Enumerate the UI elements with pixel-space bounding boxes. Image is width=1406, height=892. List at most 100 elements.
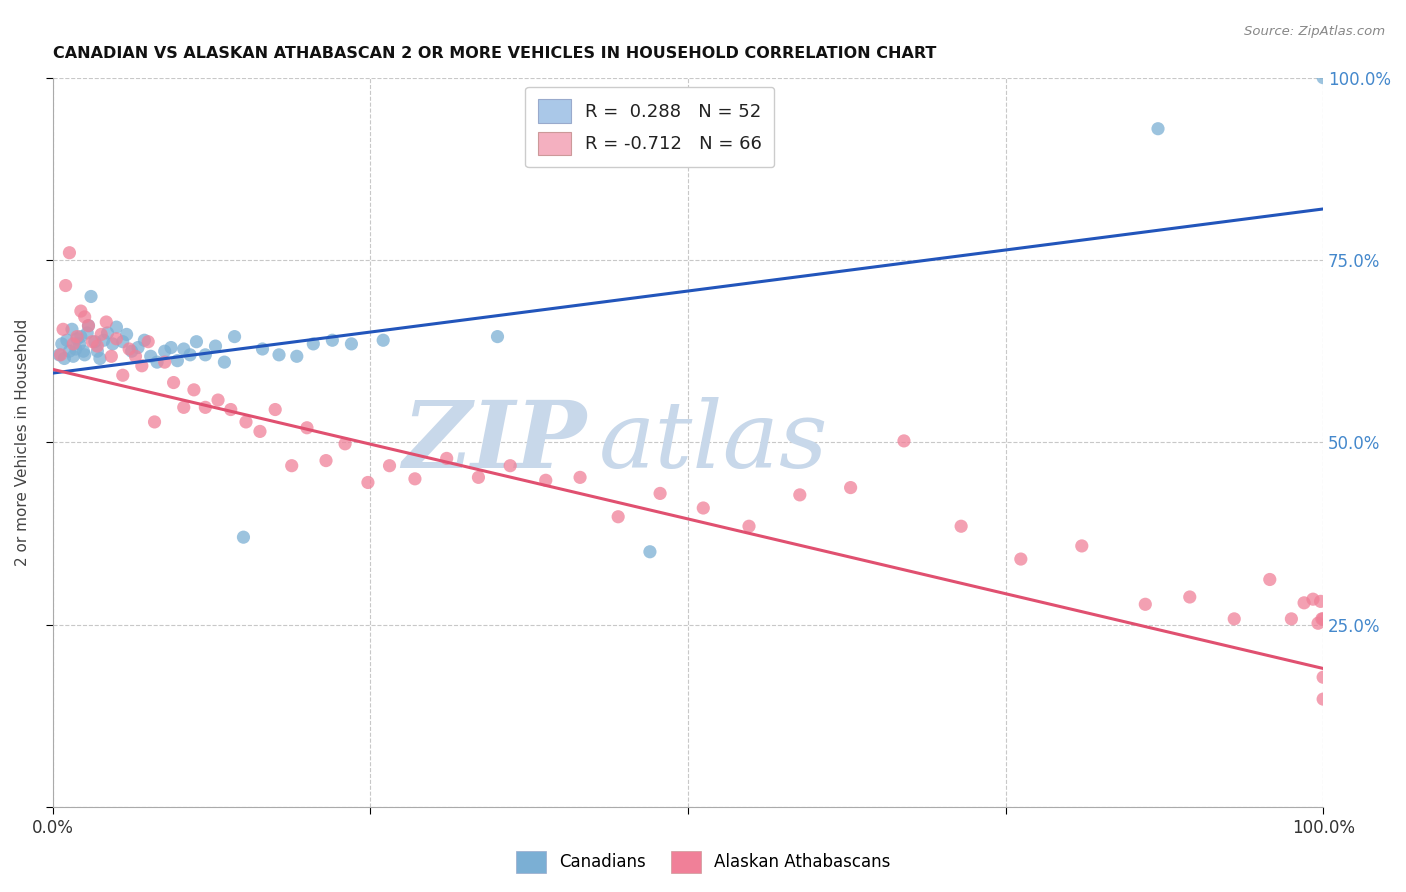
Point: [93, 333, 115, 347]
Point: [692, 501, 714, 516]
Point: [96, 315, 118, 329]
Point: [183, 383, 205, 397]
Point: [66, 332, 89, 346]
Point: [58, 344, 80, 359]
Point: [53, 351, 76, 366]
Point: [280, 458, 302, 473]
Point: [105, 332, 128, 346]
Point: [1312, 670, 1334, 684]
Point: [186, 334, 208, 349]
Point: [143, 415, 166, 429]
Point: [51, 337, 73, 351]
Point: [73, 310, 96, 324]
Point: [224, 329, 246, 343]
Point: [378, 458, 401, 473]
Point: [90, 327, 112, 342]
Point: [321, 333, 343, 347]
Point: [96, 326, 118, 340]
Point: [207, 392, 229, 407]
Point: [153, 344, 176, 359]
Point: [340, 337, 363, 351]
Point: [235, 415, 257, 429]
Point: [48, 348, 70, 362]
Point: [436, 451, 458, 466]
Point: [124, 349, 146, 363]
Point: [105, 320, 128, 334]
Legend: R =  0.288   N = 52, R = -0.712   N = 66: R = 0.288 N = 52, R = -0.712 N = 66: [526, 87, 775, 168]
Point: [1302, 592, 1324, 607]
Point: [302, 337, 325, 351]
Point: [373, 333, 395, 347]
Point: [69, 337, 91, 351]
Point: [1312, 692, 1334, 706]
Point: [111, 368, 134, 383]
Legend: Canadians, Alaskan Athabascans: Canadians, Alaskan Athabascans: [509, 845, 897, 880]
Point: [1312, 70, 1334, 85]
Point: [194, 401, 217, 415]
Point: [219, 402, 242, 417]
Point: [82, 334, 104, 349]
Point: [950, 519, 973, 533]
Point: [404, 472, 426, 486]
Point: [1147, 121, 1170, 136]
Point: [499, 458, 522, 473]
Point: [166, 353, 188, 368]
Point: [153, 355, 176, 369]
Point: [638, 545, 661, 559]
Point: [1135, 597, 1157, 611]
Point: [160, 341, 183, 355]
Point: [486, 329, 509, 343]
Point: [285, 349, 308, 363]
Point: [534, 473, 557, 487]
Point: [738, 519, 761, 533]
Point: [131, 359, 153, 373]
Point: [65, 342, 87, 356]
Point: [1010, 552, 1032, 566]
Y-axis label: 2 or more Vehicles in Household: 2 or more Vehicles in Household: [15, 318, 30, 566]
Point: [70, 304, 93, 318]
Point: [60, 322, 83, 336]
Point: [1279, 612, 1302, 626]
Point: [70, 329, 93, 343]
Point: [80, 289, 103, 303]
Point: [55, 278, 77, 293]
Point: [1309, 594, 1331, 608]
Point: [139, 349, 162, 363]
Point: [86, 344, 108, 359]
Point: [89, 351, 111, 366]
Point: [1178, 590, 1201, 604]
Text: ZIP: ZIP: [402, 397, 586, 487]
Point: [1223, 612, 1246, 626]
Point: [232, 530, 254, 544]
Point: [77, 318, 100, 333]
Point: [83, 334, 105, 349]
Point: [214, 355, 236, 369]
Point: [204, 339, 226, 353]
Point: [100, 349, 122, 363]
Point: [73, 348, 96, 362]
Point: [56, 333, 79, 347]
Point: [127, 341, 149, 355]
Point: [1070, 539, 1092, 553]
Point: [111, 334, 134, 349]
Point: [252, 342, 274, 356]
Point: [146, 355, 169, 369]
Point: [249, 425, 271, 439]
Point: [333, 437, 356, 451]
Point: [86, 339, 108, 353]
Point: [101, 337, 124, 351]
Text: atlas: atlas: [599, 397, 828, 487]
Point: [49, 348, 72, 362]
Point: [1310, 612, 1333, 626]
Point: [62, 349, 84, 363]
Point: [789, 488, 811, 502]
Point: [58, 245, 80, 260]
Point: [121, 344, 143, 359]
Point: [467, 470, 489, 484]
Point: [179, 348, 201, 362]
Point: [569, 470, 592, 484]
Point: [173, 342, 195, 356]
Point: [607, 509, 630, 524]
Text: Source: ZipAtlas.com: Source: ZipAtlas.com: [1244, 25, 1385, 38]
Point: [115, 327, 138, 342]
